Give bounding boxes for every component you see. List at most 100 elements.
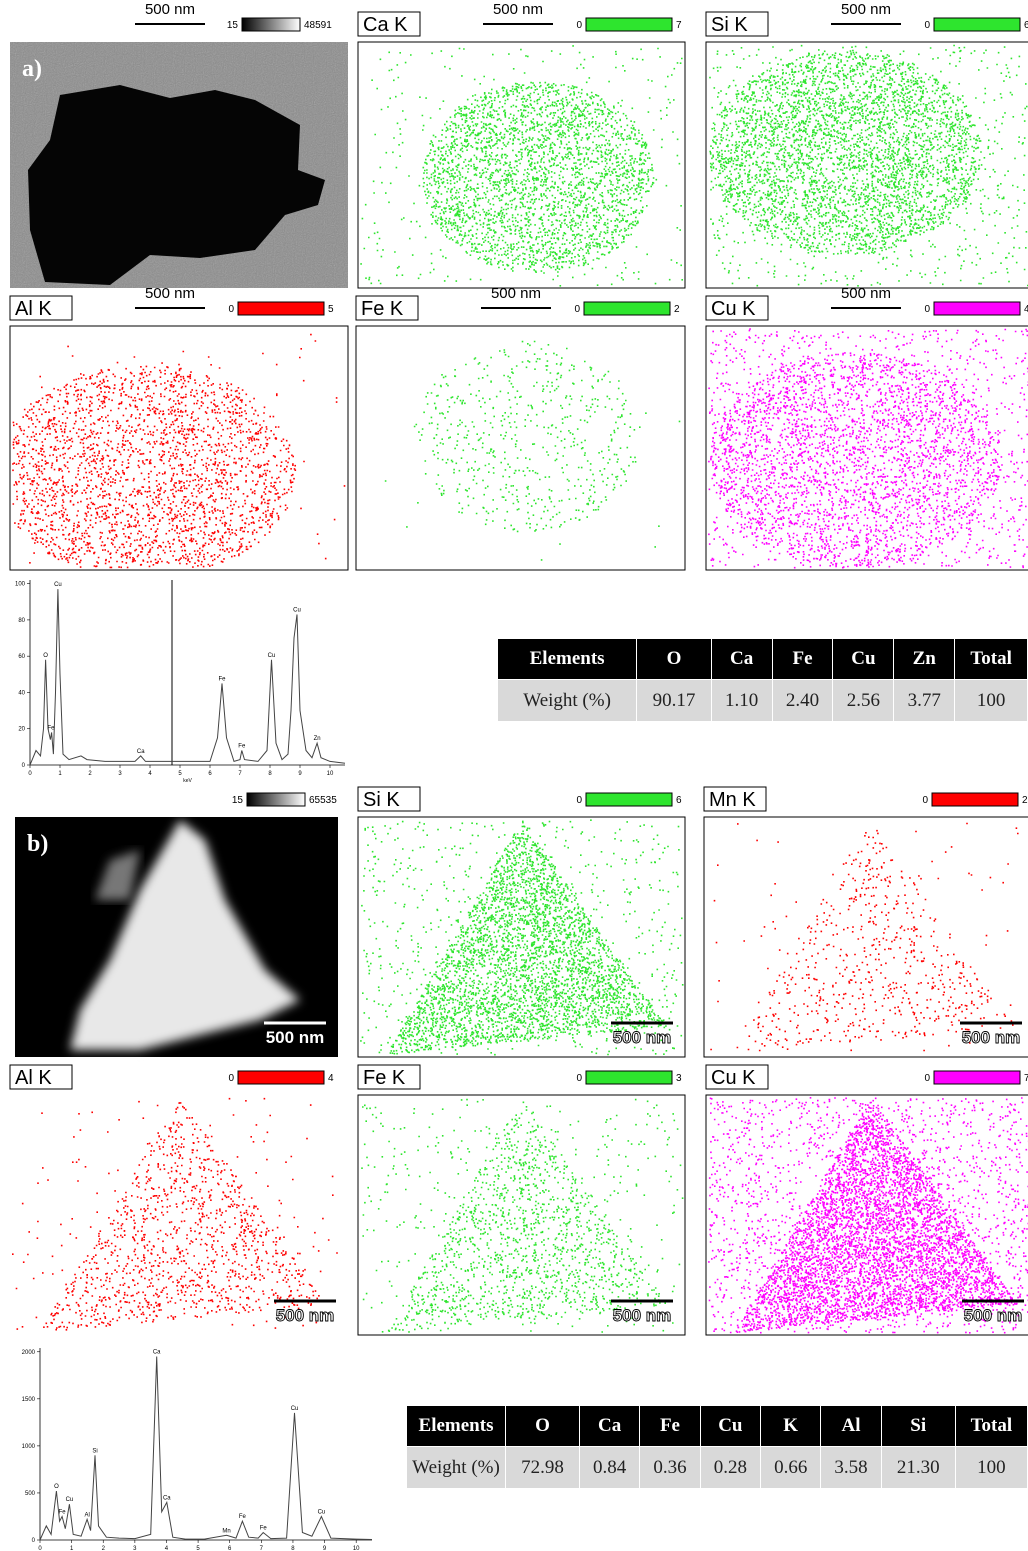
colorbar-min: 0 (924, 20, 930, 31)
colorbar (246, 792, 306, 807)
y-tick-label: 20 (18, 727, 25, 733)
panel-label: a) (22, 56, 42, 82)
element-dots (708, 328, 1028, 569)
header-cell: O (505, 1405, 580, 1447)
peak-label: Cu (54, 582, 62, 588)
header-cell: O (636, 638, 712, 680)
header-cell: Ca (710, 638, 773, 680)
x-tick-label: 1 (70, 1546, 74, 1551)
element-label: Al K (15, 298, 52, 320)
scale-label: 500 nm (266, 1028, 325, 1047)
map-frame (355, 325, 686, 571)
colorbar (933, 301, 1021, 316)
x-tick-label: 2 (102, 1546, 106, 1551)
y-tick-label: 100 (15, 582, 26, 588)
data-cell: 2.40 (771, 679, 834, 722)
header-row: Elements O Ca Fe Cu K Al Si Total (406, 1405, 1028, 1447)
colorbar-max: 7 (1024, 1073, 1028, 1084)
peak-label: Fe (47, 725, 55, 731)
peak-label: Fe (260, 1525, 268, 1531)
element-label: Si K (363, 789, 400, 811)
peak-label: Ca (153, 1349, 161, 1355)
colorbar-min: 0 (574, 304, 580, 315)
data-cell: 0.84 (578, 1446, 641, 1489)
data-cell: 0.66 (760, 1446, 822, 1489)
spectrum-line (29, 589, 346, 766)
header-cell: Zn (893, 638, 956, 680)
data-cell: 72.98 (505, 1446, 580, 1489)
element-dots (12, 1097, 338, 1331)
colorbar-max: 6 (1024, 20, 1028, 31)
x-tick-label: 5 (178, 771, 182, 777)
particle-edge (95, 850, 140, 900)
peak-label: Ca (137, 749, 145, 755)
map-frame (9, 325, 349, 571)
header-cell: Cu (699, 1405, 762, 1447)
data-cell: Weight (%) (406, 1446, 506, 1489)
scale-label: 500 nm (613, 1306, 672, 1325)
x-tick-label: 6 (228, 1546, 232, 1551)
x-tick-label: 0 (38, 1546, 42, 1551)
data-row: Weight (%) 72.98 0.84 0.36 0.28 0.66 3.58 21.30… (406, 1446, 1028, 1489)
element-dots (360, 45, 683, 287)
x-tick-label: 10 (327, 771, 334, 777)
header-cell: Al (820, 1405, 882, 1447)
scale-label: 500 nm (276, 1306, 335, 1325)
element-box (357, 786, 421, 812)
colorbar-min: 0 (924, 1073, 930, 1084)
panel-label: b) (27, 831, 48, 857)
colorbar-min: 0 (228, 304, 234, 315)
y-tick-label: 500 (25, 1491, 36, 1497)
peak-label: Cu (66, 1497, 74, 1503)
element-label: Mn K (709, 789, 756, 811)
x-tick-label: 9 (298, 771, 302, 777)
element-box (357, 11, 421, 37)
scale-label: 500 nm (613, 1028, 672, 1047)
composition-table: Elements O Ca Fe Cu Zn Total Weight (%) 90.17 1.1… (496, 638, 1028, 722)
peak-label: Ca (163, 1495, 171, 1501)
x-tick-label: 3 (118, 771, 122, 777)
peak-label: Zn (314, 736, 321, 742)
element-box (703, 786, 767, 812)
element-label: Al K (15, 1067, 52, 1089)
data-cell: 0.36 (639, 1446, 701, 1489)
x-tick-label: 2 (88, 771, 92, 777)
element-label: Fe K (361, 298, 404, 320)
peak-label: Fe (239, 1514, 247, 1520)
data-cell: 0.28 (699, 1446, 762, 1489)
element-dots (709, 44, 1028, 287)
colorbar-max: 2 (1022, 795, 1028, 806)
colorbar-min: 0 (576, 20, 582, 31)
peak-label: Al (84, 1512, 89, 1518)
data-cell: 1.10 (710, 679, 773, 722)
element-label: Fe K (363, 1067, 406, 1089)
x-tick-label: 0 (28, 771, 32, 777)
y-tick-label: 1000 (22, 1444, 36, 1450)
data-cell: 3.77 (893, 679, 956, 722)
element-box (357, 1064, 421, 1090)
x-tick-label: 10 (353, 1546, 360, 1551)
header-cell: Elements (496, 638, 638, 680)
header-cell: Ca (578, 1405, 641, 1447)
header-cell: Total (954, 1405, 1028, 1447)
scale-label: 500 nm (841, 285, 891, 302)
data-cell: 2.56 (832, 679, 895, 722)
colorbar (585, 792, 673, 807)
map-frame (357, 41, 686, 289)
element-label: Cu K (711, 1067, 756, 1089)
colorbar-max: 48591 (304, 20, 332, 31)
x-tick-label: 5 (196, 1546, 200, 1551)
map-frame (703, 816, 1028, 1058)
colorbar-max: 6 (676, 795, 682, 806)
peak-label: Mn (222, 1528, 230, 1534)
particle (70, 820, 300, 1050)
scale-label: 500 nm (493, 1, 543, 18)
y-tick-label: 1500 (22, 1397, 36, 1403)
y-tick-label: 60 (18, 654, 25, 660)
x-tick-label: 8 (268, 771, 272, 777)
element-box (705, 11, 769, 37)
colorbar-min: 15 (232, 795, 244, 806)
